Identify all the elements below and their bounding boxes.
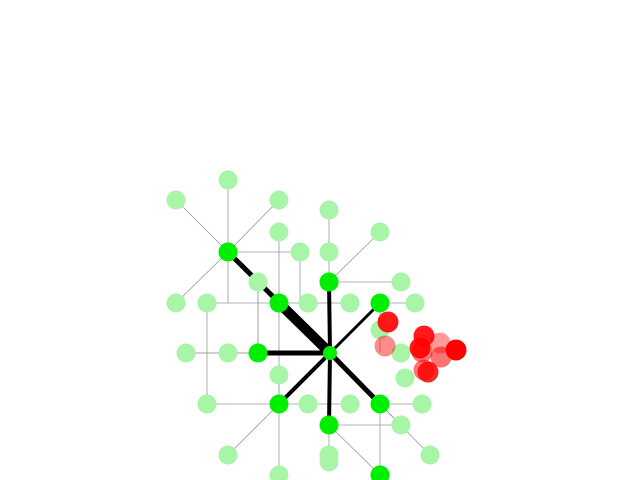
red-agent[interactable] bbox=[417, 361, 439, 383]
faded-node[interactable] bbox=[290, 242, 310, 262]
faded-node[interactable] bbox=[340, 394, 360, 414]
faded-node[interactable] bbox=[218, 343, 238, 363]
faded-node[interactable] bbox=[412, 394, 432, 414]
active-node[interactable] bbox=[319, 272, 339, 292]
faded-node[interactable] bbox=[269, 190, 289, 210]
faded-node[interactable] bbox=[405, 293, 425, 313]
graph-edge bbox=[227, 403, 280, 456]
graph-edge-strong bbox=[277, 351, 332, 406]
graph-edge-strong bbox=[274, 298, 335, 358]
faded-node[interactable] bbox=[166, 293, 186, 313]
faded-node[interactable] bbox=[420, 445, 440, 465]
faded-node[interactable] bbox=[391, 272, 411, 292]
graph-edge bbox=[175, 251, 229, 304]
faded-node[interactable] bbox=[269, 222, 289, 242]
graph-edges-thick bbox=[225, 249, 383, 427]
red-agent[interactable] bbox=[409, 337, 431, 359]
graph-edge bbox=[227, 199, 280, 253]
faded-node[interactable] bbox=[269, 465, 289, 480]
active-node[interactable] bbox=[370, 465, 390, 480]
faded-node[interactable] bbox=[340, 293, 360, 313]
active-node[interactable] bbox=[269, 293, 289, 313]
graph-edge-strong bbox=[328, 301, 382, 355]
faded-node[interactable] bbox=[166, 190, 186, 210]
faded-node[interactable] bbox=[248, 272, 268, 292]
faded-node[interactable] bbox=[319, 452, 339, 472]
active-node[interactable] bbox=[370, 394, 390, 414]
faded-node[interactable] bbox=[197, 394, 217, 414]
faded-node[interactable] bbox=[298, 394, 318, 414]
faded-node[interactable] bbox=[218, 170, 238, 190]
faded-node[interactable] bbox=[197, 293, 217, 313]
faded-node[interactable] bbox=[269, 365, 289, 385]
active-node[interactable] bbox=[323, 346, 337, 360]
red-agent[interactable] bbox=[445, 339, 467, 361]
red-agent[interactable] bbox=[377, 311, 399, 333]
faded-node[interactable] bbox=[391, 343, 411, 363]
faded-node[interactable] bbox=[176, 343, 196, 363]
faded-node[interactable] bbox=[218, 445, 238, 465]
faded-node[interactable] bbox=[370, 222, 390, 242]
red-agents bbox=[374, 311, 467, 383]
graph-edge-strong bbox=[327, 280, 332, 355]
red-agent[interactable] bbox=[374, 335, 396, 357]
graph-edge bbox=[328, 231, 381, 283]
graph-edge-strong bbox=[327, 350, 383, 407]
active-node[interactable] bbox=[269, 394, 289, 414]
active-node[interactable] bbox=[370, 293, 390, 313]
graph-edge bbox=[328, 424, 381, 476]
active-node[interactable] bbox=[248, 343, 268, 363]
graph-edge bbox=[175, 199, 229, 253]
active-node[interactable] bbox=[218, 242, 238, 262]
active-nodes bbox=[218, 242, 390, 480]
faded-node[interactable] bbox=[298, 293, 318, 313]
graph-edge-strong bbox=[327, 351, 332, 427]
faded-node[interactable] bbox=[319, 200, 339, 220]
active-node[interactable] bbox=[319, 415, 339, 435]
faded-node[interactable] bbox=[391, 415, 411, 435]
faded-node[interactable] bbox=[395, 368, 415, 388]
faded-node[interactable] bbox=[319, 242, 339, 262]
